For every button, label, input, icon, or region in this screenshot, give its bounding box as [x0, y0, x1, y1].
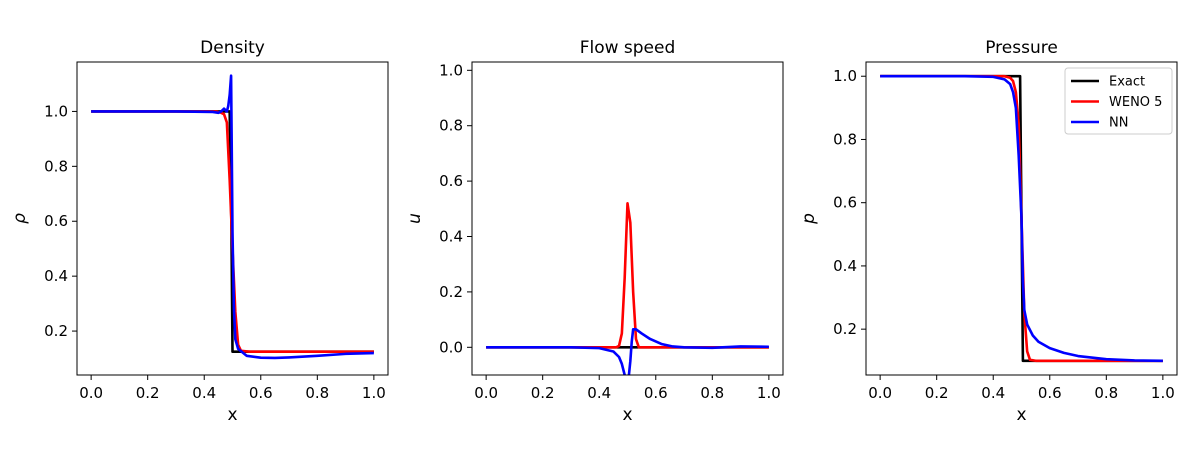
chart-2-y-tick-label: 0.8 — [439, 117, 463, 135]
chart-3-x-tick-label: 1.0 — [1151, 384, 1175, 402]
chart-2: 0.0 0.2 0.4 0.6 0.8 1.0 0.0 0.2 0.4 0.6 0.8 1.0 Flow… — [405, 38, 784, 425]
chart-2-x-tick-label: 0.8 — [700, 384, 724, 402]
chart-2-y-tick-label: 1.0 — [439, 61, 463, 79]
chart-2-x-tick-label: 0.4 — [587, 384, 611, 402]
chart-1-axes-frame — [76, 61, 389, 376]
chart-1-x-tick-label: 0.0 — [79, 384, 103, 402]
chart-1: 0.0 0.2 0.4 0.6 0.8 1.0 0.2 0.4 0.6 0.8 1.0 Density… — [10, 38, 389, 425]
chart-1-y-tick-label: 0.4 — [44, 267, 68, 285]
chart-1-x-tick-label: 1.0 — [362, 384, 386, 402]
chart-3-title: Pressure — [985, 38, 1058, 58]
chart-1-y-tick-label: 0.8 — [44, 157, 68, 175]
chart-2-x-tick-label: 0.0 — [474, 384, 498, 402]
chart-3-x-tick-label: 0.6 — [1038, 384, 1062, 402]
chart-1-x-tick-label: 0.4 — [192, 384, 216, 402]
chart-3: 0.0 0.2 0.4 0.6 0.8 1.0 0.2 0.4 0.6 0.8 1.0 Pressur… — [799, 38, 1178, 425]
chart-1-x-tick-label: 0.2 — [136, 384, 160, 402]
chart-3-x-tick-label: 0.4 — [981, 384, 1005, 402]
chart-3-x-tick-label: 0.0 — [868, 384, 892, 402]
chart-1-x-tick-label: 0.6 — [249, 384, 273, 402]
chart-2-series-weno-5 — [486, 201, 769, 349]
chart-2-y-axis-label: u — [405, 213, 425, 224]
chart-3-y-tick-label: 1.0 — [833, 67, 857, 85]
chart-1-y-axis-label: ρ — [10, 213, 30, 224]
chart-1-title: Density — [200, 38, 265, 58]
chart-2-y-tick-label: 0.2 — [439, 283, 463, 301]
chart-3-legend-label-nn: NN — [1109, 116, 1128, 131]
chart-2-x-tick-label: 1.0 — [757, 384, 781, 402]
chart-3-axes-frame — [865, 61, 1178, 376]
chart-3-y-tick-label: 0.6 — [833, 194, 857, 212]
chart-3-series-nn — [880, 74, 1163, 363]
chart-3-y-axis-label: p — [799, 213, 819, 225]
chart-3-x-tick-label: 0.8 — [1094, 384, 1118, 402]
chart-2-axes-frame — [471, 61, 784, 376]
chart-1-y-tick-label: 0.6 — [44, 212, 68, 230]
chart-2-title: Flow speed — [580, 38, 676, 58]
chart-1-x-axis-label: x — [227, 405, 237, 425]
chart-2-y-tick-label: 0.6 — [439, 172, 463, 190]
chart-1-y-tick-label: 0.2 — [44, 322, 68, 340]
chart-2-series-nn — [486, 328, 769, 375]
chart-3-legend-label-weno-5: WENO 5 — [1109, 95, 1162, 110]
chart-1-x-tick-label: 0.8 — [305, 384, 329, 402]
chart-2-y-tick-label: 0.4 — [439, 228, 463, 246]
chart-3-x-axis-label: x — [1016, 405, 1026, 425]
chart-3-y-tick-label: 0.4 — [833, 257, 857, 275]
chart-3-legend-label-exact: Exact — [1109, 75, 1145, 90]
chart-2-x-tick-label: 0.2 — [531, 384, 555, 402]
chart-3-legend-box — [1064, 67, 1173, 135]
chart-2-y-tick-label: 0.0 — [439, 338, 463, 356]
chart-3-y-tick-label: 0.2 — [833, 320, 857, 338]
chart-1-y-tick-label: 1.0 — [44, 102, 68, 120]
chart-3-y-tick-label: 0.8 — [833, 130, 857, 148]
chart-3-legend: Exact WENO 5 NN — [1064, 67, 1173, 135]
chart-1-series-nn — [91, 74, 374, 360]
chart-2-x-axis-label: x — [622, 405, 632, 425]
chart-3-x-tick-label: 0.2 — [925, 384, 949, 402]
chart-2-x-tick-label: 0.6 — [644, 384, 668, 402]
